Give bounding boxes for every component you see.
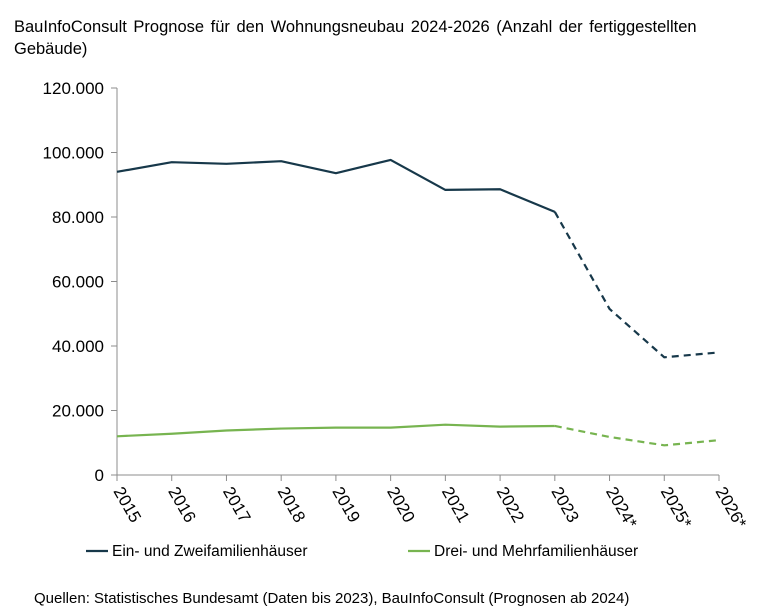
y-tick-label: 60.000 [52, 273, 104, 292]
x-tick-label: 2016 [164, 484, 199, 526]
x-tick-label: 2017 [219, 484, 254, 526]
x-tick-label: 2022 [493, 484, 528, 526]
x-tick-label: 2015 [110, 484, 145, 526]
series-2-actual-line [116, 423, 555, 438]
y-tick-label: 120.000 [43, 79, 104, 98]
y-tick-label: 100.000 [43, 144, 104, 163]
x-tick-label: 2021 [438, 484, 473, 526]
x-tick-label: 2025* [657, 484, 696, 532]
x-tick-label: 2024* [602, 484, 641, 532]
y-tick-label: 80.000 [52, 208, 104, 227]
x-tick-label: 2018 [274, 484, 309, 526]
series-1-actual-line [116, 158, 556, 213]
series-1-forecast-line [553, 211, 720, 359]
legend-label-1: Ein- und Zweifamilienhäuser [112, 543, 308, 560]
x-tick-label: 2026* [712, 484, 751, 532]
legend-label-2: Drei- und Mehrfamilienhäuser [434, 543, 638, 560]
y-tick-label: 0 [95, 466, 104, 485]
chart-title: BauInfoConsult Prognose für den Wohnungs… [14, 18, 697, 58]
x-tick-label: 2023 [547, 484, 582, 526]
y-tick-label: 20.000 [52, 402, 104, 421]
x-tick-label: 2019 [328, 484, 363, 526]
series-2-forecast-line [554, 424, 720, 447]
x-tick-label: 2020 [383, 484, 418, 526]
source-note: Quellen: Statistisches Bundesamt (Daten … [34, 590, 630, 607]
y-tick-label: 40.000 [52, 337, 104, 356]
